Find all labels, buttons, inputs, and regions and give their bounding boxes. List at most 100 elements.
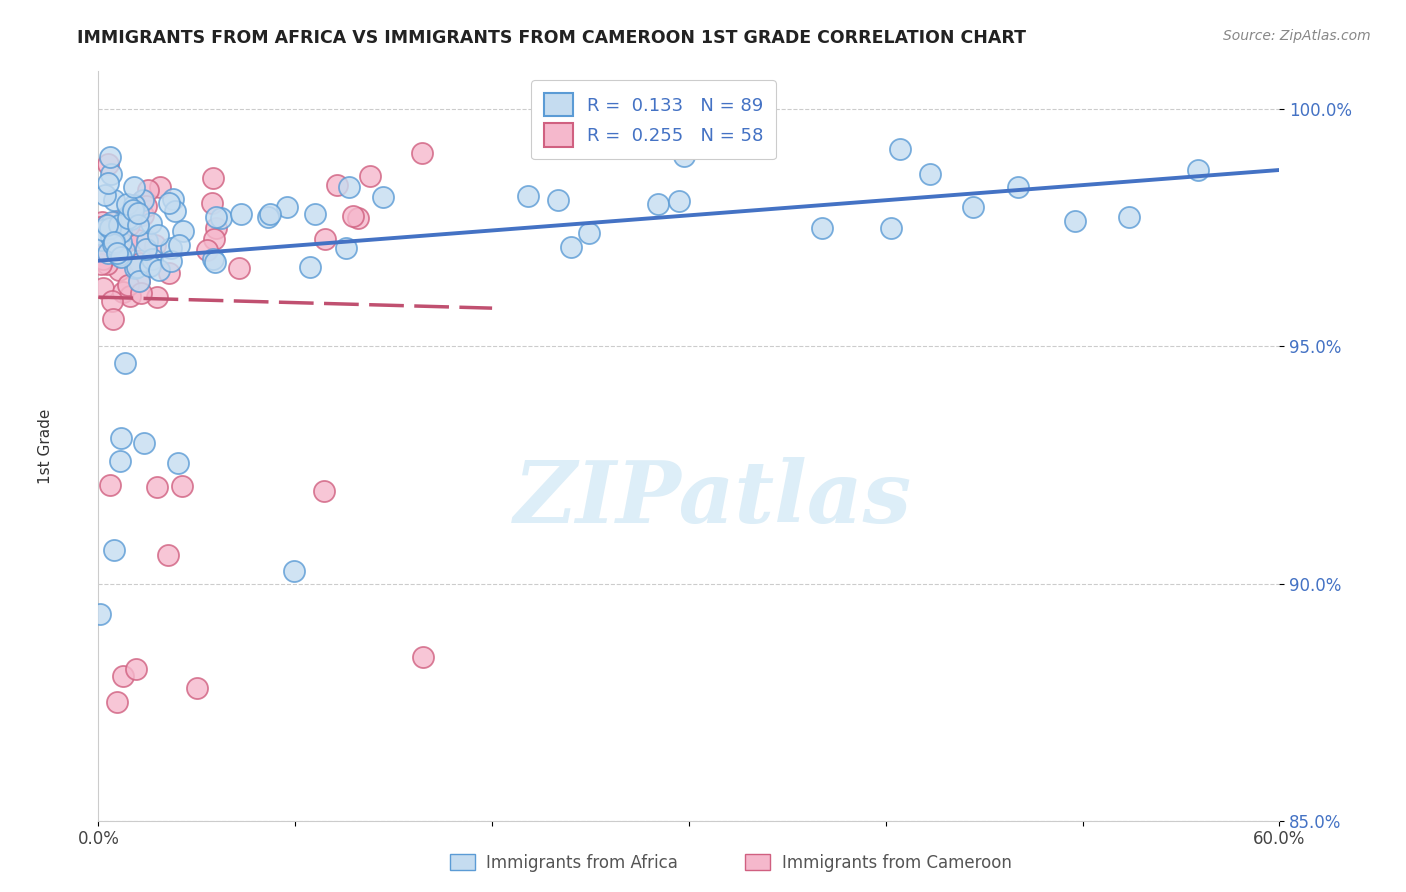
Point	[128, 274, 150, 288]
Point	[314, 232, 336, 246]
Point	[100, 230, 122, 244]
Point	[89, 227, 111, 242]
Text: ZIPatlas: ZIPatlas	[513, 457, 911, 541]
Point	[97, 177, 120, 191]
Point	[105, 246, 128, 260]
Point	[90, 233, 112, 247]
Point	[90, 257, 112, 271]
Point	[96, 218, 118, 232]
Point	[122, 203, 145, 218]
Point	[201, 252, 224, 267]
Point	[204, 221, 226, 235]
Point	[186, 681, 208, 695]
Point	[146, 480, 169, 494]
Point	[135, 242, 157, 256]
Point	[129, 285, 152, 300]
Point	[157, 267, 180, 281]
Point	[811, 221, 834, 235]
Point	[342, 210, 364, 224]
Point	[108, 453, 131, 467]
Point	[201, 196, 224, 211]
Point	[90, 243, 112, 257]
Point	[547, 193, 569, 207]
Point	[172, 224, 194, 238]
Point	[127, 206, 149, 220]
Point	[517, 188, 540, 202]
Point	[132, 436, 155, 450]
Point	[122, 179, 145, 194]
Point	[127, 233, 149, 247]
Point	[411, 145, 433, 160]
Point	[115, 234, 138, 248]
Text: Immigrants from Africa: Immigrants from Africa	[486, 854, 678, 871]
Text: Immigrants from Cameroon: Immigrants from Cameroon	[782, 854, 1011, 871]
Point	[136, 234, 159, 248]
Point	[118, 208, 141, 222]
Point	[145, 290, 167, 304]
Point	[139, 259, 162, 273]
Point	[91, 223, 114, 237]
Point	[647, 196, 669, 211]
Point	[105, 695, 128, 709]
Point	[125, 662, 148, 676]
Point	[347, 211, 370, 225]
Point	[131, 194, 153, 208]
Point	[157, 548, 180, 562]
Point	[96, 220, 118, 235]
Point	[359, 169, 381, 183]
Point	[103, 231, 125, 245]
Point	[110, 225, 132, 239]
Point	[170, 478, 193, 492]
Point	[104, 215, 127, 229]
Point	[103, 543, 125, 558]
Point	[97, 246, 120, 260]
Point	[1064, 213, 1087, 227]
Point	[205, 210, 228, 224]
Point	[257, 211, 280, 225]
Point	[90, 244, 112, 259]
Point	[167, 456, 190, 470]
Point	[229, 206, 252, 220]
Point	[148, 228, 170, 243]
Point	[304, 207, 326, 221]
Point	[160, 241, 183, 255]
Point	[159, 253, 181, 268]
Point	[117, 218, 139, 232]
Point	[672, 149, 695, 163]
Point	[108, 219, 131, 233]
Point	[1118, 210, 1140, 224]
Point	[89, 607, 111, 621]
Text: Source: ZipAtlas.com: Source: ZipAtlas.com	[1223, 29, 1371, 44]
Point	[89, 219, 111, 234]
Point	[110, 251, 132, 265]
Point	[202, 232, 225, 246]
Point	[117, 211, 139, 226]
Point	[118, 289, 141, 303]
Point	[163, 203, 186, 218]
Point	[143, 237, 166, 252]
Point	[114, 211, 136, 226]
Point	[100, 220, 122, 235]
Point	[91, 215, 114, 229]
Point	[337, 180, 360, 194]
Point	[101, 293, 124, 308]
Point	[299, 260, 322, 274]
Point	[128, 274, 150, 288]
Point	[880, 221, 903, 235]
Point	[259, 207, 281, 221]
Point	[101, 236, 124, 251]
Point	[276, 200, 298, 214]
Point	[124, 261, 146, 276]
Point	[122, 209, 145, 223]
Point	[148, 263, 170, 277]
Point	[204, 254, 226, 268]
Point	[149, 180, 172, 194]
Point	[127, 260, 149, 274]
Point	[228, 260, 250, 275]
Point	[128, 256, 150, 270]
Point	[108, 248, 131, 262]
Point	[101, 312, 124, 326]
Point	[132, 208, 155, 222]
Point	[1007, 180, 1029, 194]
Point	[110, 431, 132, 445]
